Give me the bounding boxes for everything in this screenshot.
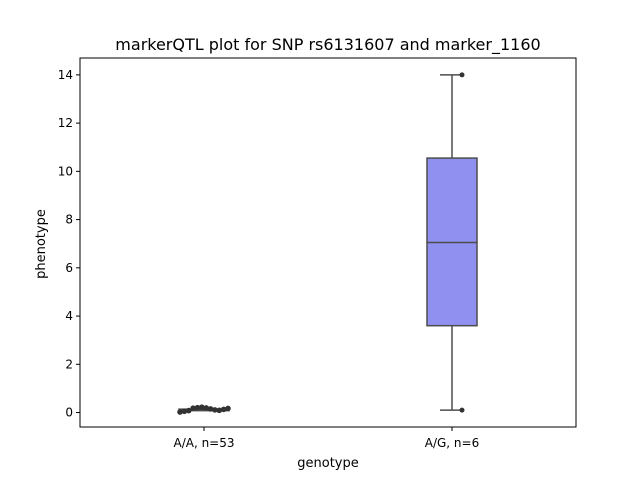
y-tick-label: 8: [65, 213, 73, 227]
outlier-point: [203, 405, 209, 411]
outlier-point: [216, 407, 223, 414]
outlier-point: [185, 407, 192, 414]
y-tick-label: 2: [65, 357, 73, 371]
outlier-point: [181, 408, 188, 415]
y-tick-label: 12: [58, 116, 73, 130]
y-tick-label: 10: [58, 164, 73, 178]
y-tick-label: 14: [58, 68, 73, 82]
x-tick-label: A/A, n=53: [173, 436, 234, 450]
plot-area-frame: [79, 57, 577, 428]
axis-layer: 0 2 4 6 8 10 12 14 A/A, n=53 A/G, n=6: [58, 68, 480, 450]
outlier-point: [190, 405, 196, 411]
chart-title: markerQTL plot for SNP rs6131607 and mar…: [115, 35, 540, 55]
outlier-point: [207, 406, 214, 412]
data-point: [459, 72, 465, 78]
y-tick-label: 0: [65, 406, 73, 420]
x-tick-label: A/G, n=6: [425, 436, 479, 450]
y-tick-label: 4: [65, 309, 73, 323]
outlier-point: [220, 406, 227, 413]
y-tick-label: 6: [65, 261, 73, 275]
outlier-point: [199, 404, 205, 411]
outlier-point: [212, 407, 218, 413]
y-axis-label: phenotype: [34, 209, 49, 279]
box-group: [177, 404, 231, 415]
outlier-point: [177, 409, 183, 415]
box-group: [426, 72, 478, 413]
data-point: [459, 407, 465, 413]
plot-layer: [177, 72, 478, 415]
outlier-point: [194, 404, 201, 411]
x-axis-label: genotype: [297, 456, 358, 471]
outlier-point: [225, 405, 231, 412]
